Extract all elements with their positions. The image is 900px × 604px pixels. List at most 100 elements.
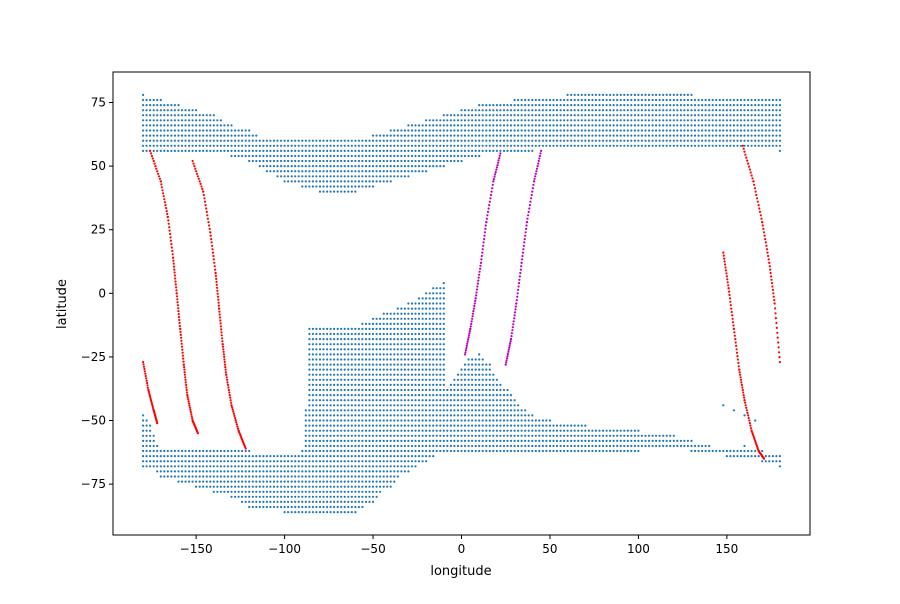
data-point [340, 139, 343, 142]
data-point [690, 104, 693, 107]
data-point [403, 373, 406, 376]
track-point [228, 391, 231, 394]
data-point [492, 139, 495, 142]
data-point [499, 134, 502, 137]
data-point [492, 144, 495, 147]
data-point [658, 98, 661, 102]
data-point [326, 419, 329, 422]
data-point [315, 149, 318, 152]
data-point [361, 368, 364, 371]
data-point [311, 170, 314, 173]
data-point [502, 119, 506, 122]
data-point [400, 144, 403, 147]
data-point [651, 144, 654, 147]
data-point [166, 124, 169, 127]
data-point [651, 439, 654, 442]
data-point [301, 500, 304, 503]
data-point [393, 343, 396, 346]
data-point [492, 104, 495, 107]
data-point [304, 460, 307, 463]
data-point [757, 139, 760, 142]
data-point [333, 409, 336, 412]
data-point [442, 424, 445, 427]
track-point [219, 322, 222, 325]
data-point [255, 495, 258, 498]
data-point [485, 444, 488, 448]
data-point [435, 348, 438, 351]
data-point [294, 465, 297, 468]
data-point [598, 449, 601, 453]
data-point [421, 378, 424, 381]
data-point [269, 505, 272, 509]
data-point [435, 363, 438, 366]
data-point [704, 119, 707, 122]
data-point [587, 114, 591, 117]
data-point [474, 399, 477, 402]
data-point [432, 434, 435, 437]
track-point [524, 231, 527, 234]
track-point [223, 363, 227, 366]
data-point [350, 414, 353, 417]
data-point [570, 144, 573, 147]
data-point [315, 180, 318, 183]
track-point [509, 338, 513, 341]
data-point [368, 343, 371, 346]
data-point [389, 419, 392, 422]
data-point [577, 129, 580, 132]
data-point [417, 307, 421, 310]
data-point [743, 119, 746, 122]
data-point [626, 98, 629, 102]
data-point [417, 373, 421, 376]
data-point [386, 353, 389, 356]
track-point [538, 154, 542, 158]
data-point [446, 119, 449, 122]
data-point [637, 444, 640, 448]
data-point [393, 449, 396, 453]
track-point [497, 161, 500, 164]
data-point [658, 144, 661, 147]
data-point [357, 439, 360, 442]
data-point [439, 139, 442, 142]
data-point [318, 455, 322, 458]
data-point [329, 490, 332, 493]
data-point [637, 139, 640, 142]
data-point [326, 175, 329, 178]
data-point [580, 104, 583, 107]
data-point [375, 394, 378, 397]
data-point [513, 98, 516, 102]
track-point [148, 394, 151, 397]
data-point [368, 409, 371, 412]
track-point [525, 221, 529, 224]
data-point [446, 144, 449, 147]
data-point [453, 144, 456, 147]
data-point [421, 307, 424, 310]
data-point [520, 144, 523, 147]
data-point [485, 139, 488, 142]
track-point [160, 183, 163, 186]
data-point [333, 485, 336, 488]
data-point [616, 129, 619, 132]
data-point [417, 165, 421, 168]
data-point [407, 378, 410, 381]
data-point [393, 475, 396, 478]
data-point [389, 465, 392, 468]
data-point [329, 419, 332, 422]
data-point [417, 297, 421, 300]
data-point [237, 460, 240, 463]
data-point [637, 144, 640, 147]
data-point [421, 327, 424, 330]
data-point [184, 449, 187, 453]
data-point [669, 119, 672, 122]
track-point [166, 212, 169, 216]
data-point [301, 185, 304, 188]
data-point [485, 439, 488, 442]
data-point [386, 348, 389, 351]
data-point [216, 149, 219, 152]
data-point [591, 119, 594, 122]
track-point [746, 411, 749, 414]
data-point [750, 104, 753, 107]
data-point [693, 119, 697, 122]
data-point [350, 139, 353, 142]
data-point [566, 104, 569, 107]
data-point [552, 98, 555, 102]
